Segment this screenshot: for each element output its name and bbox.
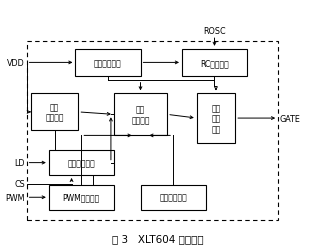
Text: 线性调光模块: 线性调光模块 (67, 159, 95, 167)
Bar (114, 94, 167, 136)
Text: RC振荡模块: RC振荡模块 (200, 59, 229, 68)
Text: 图 3   XLT604 功能框图: 图 3 XLT604 功能框图 (112, 233, 204, 243)
Bar (49, 151, 114, 175)
Bar (141, 185, 205, 210)
Bar (31, 94, 78, 131)
Bar (49, 185, 114, 210)
Bar (197, 94, 235, 143)
Text: 上电
复位模块: 上电 复位模块 (45, 103, 64, 122)
Text: PWM调光模块: PWM调光模块 (63, 193, 100, 202)
Text: 控制
逻辑模块: 控制 逻辑模块 (131, 105, 150, 124)
Text: 输出
驱动
模块: 输出 驱动 模块 (211, 104, 221, 134)
Text: PWM: PWM (6, 193, 25, 202)
Text: 低压检测模块: 低压检测模块 (159, 193, 187, 202)
Text: VDD: VDD (7, 59, 25, 68)
Text: GATE: GATE (280, 114, 300, 123)
Text: 基准电源模块: 基准电源模块 (94, 59, 122, 68)
Text: LD: LD (15, 159, 25, 167)
Bar (182, 50, 247, 77)
Bar (75, 50, 141, 77)
Text: ROSC: ROSC (203, 27, 226, 36)
Text: CS: CS (14, 179, 25, 188)
